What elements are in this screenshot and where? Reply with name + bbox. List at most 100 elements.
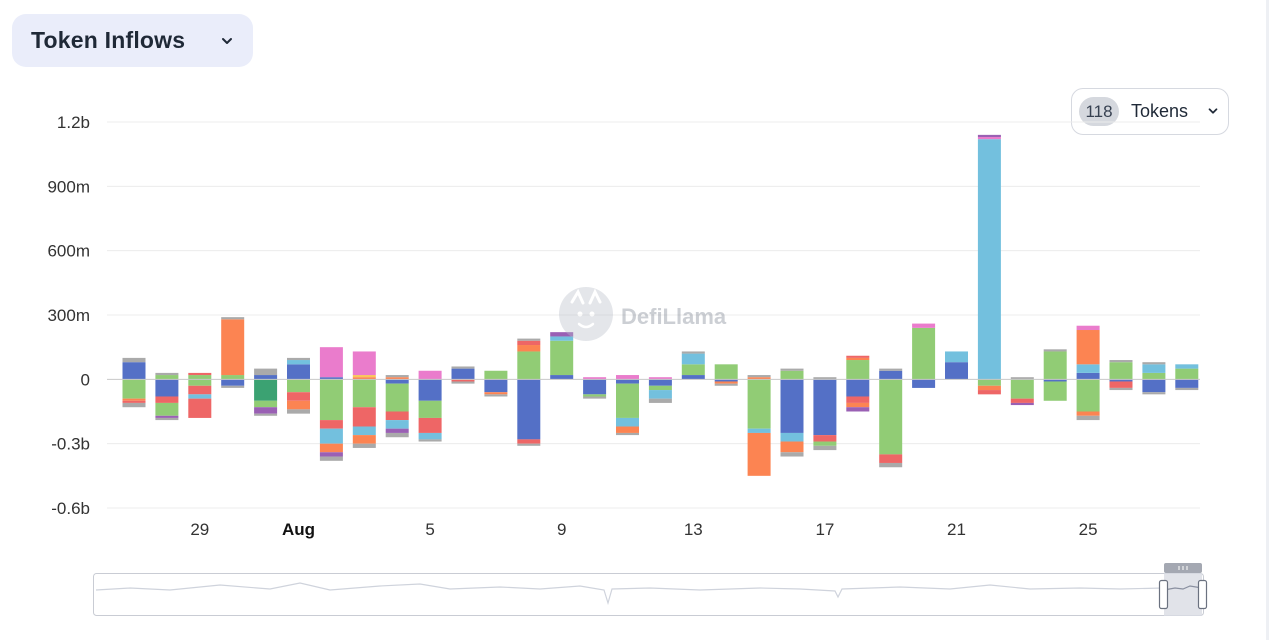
bar-segment[interactable] [155, 379, 179, 397]
bar-segment[interactable] [221, 375, 245, 380]
bar-segment[interactable] [1142, 392, 1166, 395]
bar-segment[interactable] [287, 409, 310, 414]
bar-segment[interactable] [254, 413, 278, 416]
bar-segment[interactable] [813, 441, 837, 446]
bar-segment[interactable] [846, 357, 870, 361]
bar-segment[interactable] [155, 375, 179, 380]
bar-segment[interactable] [319, 377, 343, 380]
bar-segment[interactable] [813, 379, 837, 436]
bar-stack[interactable] [1043, 349, 1067, 401]
bar-segment[interactable] [648, 385, 672, 391]
bar-segment[interactable] [319, 420, 343, 429]
bar-segment[interactable] [155, 415, 179, 418]
bar-segment[interactable] [747, 375, 771, 378]
slider-left-handle[interactable] [1158, 579, 1169, 610]
bar-segment[interactable] [188, 394, 212, 399]
bar-segment[interactable] [451, 368, 475, 380]
bar-segment[interactable] [1076, 372, 1100, 380]
bar-segment[interactable] [747, 377, 771, 380]
bar-segment[interactable] [418, 379, 442, 401]
bar-segment[interactable] [616, 417, 639, 427]
bar-segment[interactable] [517, 379, 541, 440]
bar-segment[interactable] [846, 407, 870, 412]
bar-segment[interactable] [254, 379, 278, 401]
bar-segment[interactable] [1142, 362, 1166, 365]
bar-segment[interactable] [188, 372, 212, 376]
bar-segment[interactable] [846, 396, 870, 403]
bar-stack[interactable] [484, 370, 508, 397]
bar-segment[interactable] [681, 375, 705, 380]
bar-segment[interactable] [1142, 364, 1166, 373]
bar-segment[interactable] [1076, 330, 1100, 365]
bar-segment[interactable] [287, 357, 310, 361]
bar-segment[interactable] [714, 383, 738, 386]
bar-segment[interactable] [780, 441, 804, 453]
bar-segment[interactable] [484, 394, 508, 397]
bar-segment[interactable] [846, 379, 870, 397]
bar-segment[interactable] [122, 398, 146, 401]
slider-selection-window[interactable] [1164, 573, 1202, 616]
bar-segment[interactable] [977, 390, 1001, 395]
bar-segment[interactable] [583, 394, 607, 397]
bar-segment[interactable] [747, 432, 771, 476]
bar-segment[interactable] [648, 379, 672, 386]
bar-segment[interactable] [385, 432, 409, 438]
bar-segment[interactable] [1109, 362, 1133, 380]
bar-segment[interactable] [319, 452, 343, 457]
bar-stack[interactable] [287, 357, 310, 414]
bar-stack[interactable] [1175, 364, 1199, 391]
bar-stack[interactable] [221, 317, 245, 388]
bar-stack[interactable] [846, 355, 870, 412]
bar-segment[interactable] [583, 377, 607, 380]
bar-segment[interactable] [1043, 379, 1067, 382]
bar-segment[interactable] [418, 432, 442, 440]
bar-stack[interactable] [122, 357, 146, 408]
bar-segment[interactable] [352, 377, 376, 380]
bar-segment[interactable] [1109, 379, 1133, 382]
bar-segment[interactable] [385, 383, 409, 412]
bar-segment[interactable] [418, 370, 442, 380]
bar-segment[interactable] [254, 375, 278, 380]
bar-segment[interactable] [352, 426, 376, 436]
bar-segment[interactable] [254, 400, 278, 408]
bar-stack[interactable] [813, 377, 837, 451]
bar-segment[interactable] [517, 443, 541, 446]
bar-segment[interactable] [616, 375, 639, 380]
bar-segment[interactable] [977, 385, 1001, 391]
bar-segment[interactable] [1076, 411, 1100, 416]
bar-segment[interactable] [977, 139, 1001, 380]
bar-segment[interactable] [122, 402, 146, 408]
bar-segment[interactable] [616, 432, 639, 436]
bar-segment[interactable] [1175, 364, 1199, 369]
bar-segment[interactable] [912, 323, 936, 328]
bar-segment[interactable] [846, 355, 870, 358]
bar-stack[interactable] [1142, 362, 1166, 395]
bar-segment[interactable] [1076, 364, 1100, 373]
bar-segment[interactable] [221, 319, 245, 376]
bar-stack[interactable] [912, 323, 936, 388]
bar-segment[interactable] [418, 400, 442, 418]
bar-segment[interactable] [352, 351, 376, 376]
bar-segment[interactable] [517, 340, 541, 346]
bar-segment[interactable] [188, 379, 212, 386]
bar-segment[interactable] [1109, 381, 1133, 388]
bar-segment[interactable] [912, 327, 936, 380]
bar-segment[interactable] [550, 375, 574, 380]
bar-stack[interactable] [254, 368, 278, 416]
bar-segment[interactable] [287, 360, 310, 365]
bar-segment[interactable] [681, 351, 705, 354]
bar-segment[interactable] [616, 383, 639, 418]
bar-stack[interactable] [780, 368, 804, 457]
bar-segment[interactable] [879, 368, 903, 371]
bar-segment[interactable] [451, 381, 475, 384]
bar-segment[interactable] [780, 368, 804, 371]
bar-segment[interactable] [1043, 381, 1067, 401]
bar-segment[interactable] [813, 435, 837, 442]
bar-segment[interactable] [945, 351, 968, 363]
bar-segment[interactable] [122, 379, 146, 399]
bar-segment[interactable] [517, 345, 541, 352]
slider-right-handle[interactable] [1197, 579, 1208, 610]
bar-segment[interactable] [1175, 379, 1199, 388]
bar-segment[interactable] [714, 364, 738, 380]
bar-segment[interactable] [385, 411, 409, 421]
